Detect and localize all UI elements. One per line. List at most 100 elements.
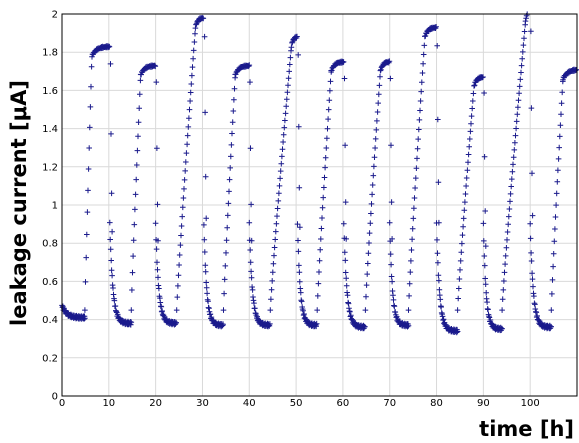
y-tick-label: 1: [52, 201, 58, 212]
data-point: [174, 307, 180, 313]
data-point: [528, 250, 534, 256]
data-point: [554, 191, 560, 197]
data-point: [132, 207, 138, 213]
data-point: [365, 261, 371, 267]
data-point: [530, 284, 536, 290]
data-point: [372, 154, 378, 160]
data-point: [470, 98, 476, 104]
x-tick-label: 90: [477, 398, 490, 409]
data-point: [132, 222, 138, 228]
data-point: [225, 213, 231, 219]
data-point: [224, 225, 230, 231]
data-point: [529, 105, 535, 111]
data-point: [204, 285, 210, 291]
data-point: [465, 167, 471, 173]
data-point: [138, 78, 144, 84]
data-point: [280, 146, 286, 152]
data-point: [374, 127, 380, 133]
data-point: [297, 185, 303, 191]
data-point: [202, 110, 208, 116]
data-point: [437, 287, 443, 293]
data-point: [483, 290, 489, 296]
data-point: [203, 263, 209, 269]
x-tick-label: 60: [337, 398, 350, 409]
data-point: [176, 262, 182, 268]
data-point: [377, 74, 383, 80]
data-point: [229, 142, 235, 148]
data-point: [343, 199, 349, 205]
data-point: [107, 220, 113, 226]
data-point: [435, 260, 441, 266]
data-point: [224, 237, 230, 243]
y-tick-label: 0: [52, 392, 58, 403]
data-point: [296, 263, 302, 269]
data-point: [464, 175, 470, 181]
y-tick-label: 1.4: [42, 124, 58, 135]
x-tick-label: 100: [521, 398, 540, 409]
data-point: [469, 113, 475, 119]
data-point: [344, 283, 350, 289]
data-point: [557, 134, 563, 140]
data-point: [179, 214, 185, 220]
data-point: [181, 195, 187, 201]
data-point: [517, 84, 523, 90]
data-point: [193, 25, 199, 31]
data-point: [455, 296, 461, 302]
data-point: [190, 56, 196, 62]
data-point: [529, 258, 535, 264]
data-point: [203, 216, 209, 222]
data-point: [276, 198, 282, 204]
data-point: [528, 29, 534, 35]
data-point: [420, 61, 426, 67]
data-point: [344, 290, 350, 296]
data-point: [159, 304, 165, 310]
data-point: [414, 156, 420, 162]
data-point: [516, 91, 522, 97]
data-point: [556, 145, 562, 151]
data-point: [552, 226, 558, 232]
data-point: [328, 79, 334, 85]
data-point: [519, 56, 525, 62]
data-point: [375, 109, 381, 115]
data-point: [137, 91, 143, 97]
data-point: [500, 296, 506, 302]
data-point: [515, 105, 521, 111]
data-point: [457, 267, 463, 273]
data-point: [485, 307, 491, 313]
data-point: [369, 192, 375, 198]
data-point: [327, 97, 333, 103]
y-tick-label: 0.2: [42, 353, 58, 364]
data-point: [278, 168, 284, 174]
data-point: [287, 62, 293, 68]
data-point: [512, 140, 518, 146]
data-point: [419, 80, 425, 86]
data-point: [516, 98, 522, 104]
data-point: [558, 122, 564, 128]
data-point: [414, 165, 420, 171]
data-point: [553, 202, 559, 208]
data-point: [416, 127, 422, 133]
data-point: [363, 294, 369, 300]
data-points: [59, 11, 579, 335]
data-point: [412, 195, 418, 201]
data-point: [87, 125, 93, 131]
data-point: [281, 132, 287, 138]
data-point: [482, 263, 488, 269]
data-point: [322, 175, 328, 181]
data-point: [463, 191, 469, 197]
data-point: [463, 183, 469, 189]
data-point: [109, 267, 115, 273]
data-point: [375, 100, 381, 106]
data-point: [507, 206, 513, 212]
data-point: [415, 136, 421, 142]
grid: [62, 14, 577, 396]
data-point: [192, 31, 198, 37]
data-point: [189, 73, 195, 79]
data-point: [109, 191, 115, 197]
data-point: [275, 206, 281, 212]
data-point: [297, 279, 303, 285]
data-point: [274, 221, 280, 227]
data-point: [501, 287, 507, 293]
data-point: [371, 164, 377, 170]
data-point: [231, 108, 237, 114]
